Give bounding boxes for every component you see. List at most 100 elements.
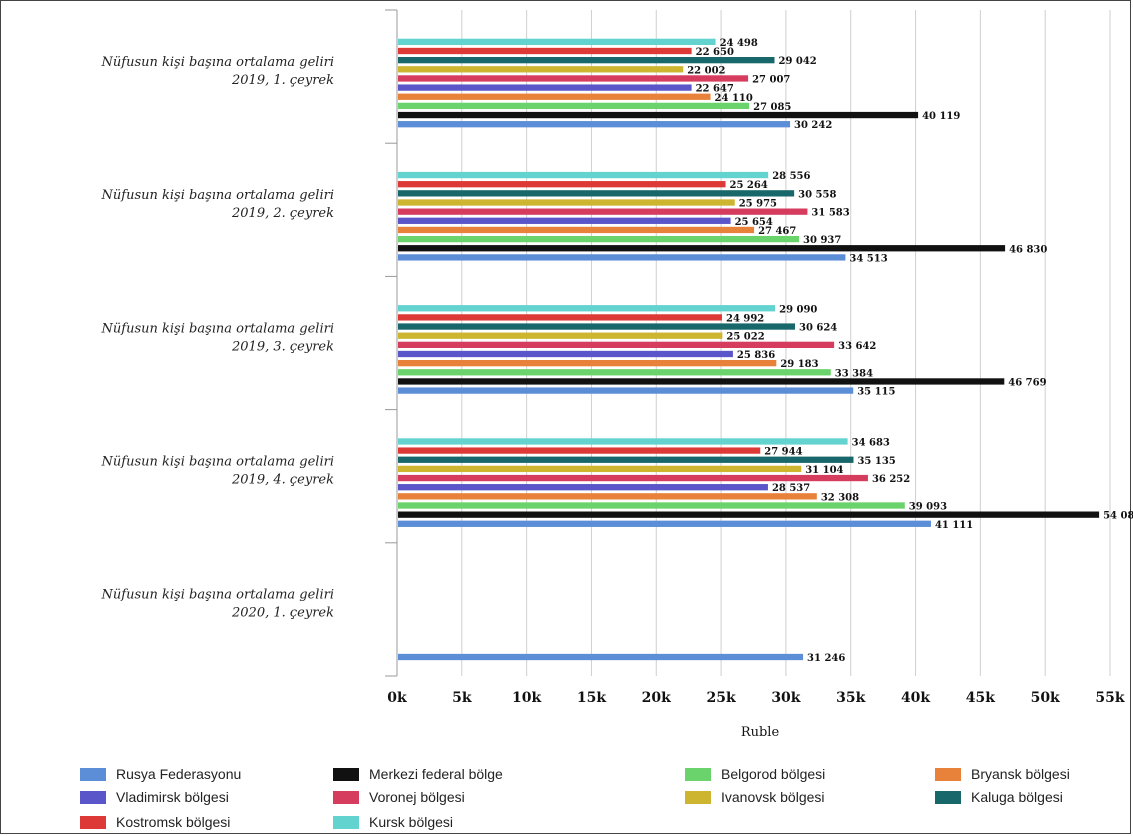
data-label: 54 082 — [1103, 511, 1133, 522]
bar-bryansk-b-lgesi — [398, 93, 711, 100]
data-label: 39 093 — [909, 502, 947, 513]
x-tick-label: 45k — [966, 690, 995, 706]
legend-label: Kostromsk bölgesi — [116, 814, 231, 830]
bar-kostromsk-b-lgesi — [398, 314, 722, 321]
bar-ivanovsk-b-lgesi — [398, 332, 723, 339]
data-label: 30 937 — [803, 235, 841, 246]
bar-bryansk-b-lgesi — [398, 360, 777, 367]
data-label: 30 624 — [799, 323, 837, 334]
legend-item: Belgorod bölgesi — [685, 766, 825, 782]
bar-rusya-federasyonu — [398, 653, 804, 661]
x-tick-label: 0k — [387, 690, 407, 706]
category-label-line2: 2019, 4. çeyrek — [231, 473, 334, 488]
bar-kursk-b-lgesi — [398, 38, 716, 45]
legend-item: Vladimirsk bölgesi — [80, 789, 229, 805]
data-label: 40 119 — [922, 111, 960, 122]
bar-kostromsk-b-lgesi — [398, 181, 726, 188]
bar-merkezi-federal-b-lge — [398, 111, 919, 119]
category-label-line1: Nüfusun kişi başına ortalama geliri — [101, 188, 334, 203]
bar-merkezi-federal-b-lge — [398, 378, 1005, 385]
bar-vladimirsk-b-lgesi — [398, 484, 768, 491]
legend-swatch — [333, 767, 359, 781]
legend-item: Ivanovsk bölgesi — [685, 789, 825, 805]
legend-label: Bryansk bölgesi — [971, 766, 1070, 782]
x-tick-label: 50k — [1031, 690, 1060, 706]
bar-voronej-b-lgesi — [398, 75, 749, 82]
legend-label: Rusya Federasyonu — [116, 766, 242, 782]
bar-rusya-federasyonu — [398, 387, 854, 394]
data-label: 36 252 — [872, 474, 910, 485]
legend-label: Kursk bölgesi — [369, 814, 454, 830]
category-label-line1: Nüfusun kişi başına ortalama geliri — [101, 321, 334, 336]
bar-kursk-b-lgesi — [398, 438, 848, 445]
category-label-line2: 2019, 3. çeyrek — [231, 339, 334, 354]
data-label: 35 135 — [857, 456, 895, 467]
legend-item: Merkezi federal bölge — [333, 766, 503, 782]
bar-voronej-b-lgesi — [398, 208, 808, 215]
data-label: 30 558 — [798, 189, 836, 200]
data-label: 24 498 — [720, 38, 758, 49]
x-tick-label: 25k — [706, 690, 735, 706]
data-label: 34 513 — [849, 253, 887, 264]
data-label: 41 111 — [935, 520, 973, 531]
data-label: 31 104 — [805, 465, 843, 476]
x-axis-title: Ruble — [741, 725, 780, 740]
bar-kaluga-b-lgesi — [398, 190, 795, 197]
legend-swatch — [685, 790, 711, 804]
x-tick-label: 55k — [1095, 690, 1124, 706]
bar-kostromsk-b-lgesi — [398, 47, 692, 55]
bar-kaluga-b-lgesi — [398, 323, 795, 330]
data-label: 31 583 — [811, 208, 849, 219]
legend-item: Kursk bölgesi — [333, 814, 453, 830]
x-tick-label: 30k — [771, 690, 800, 706]
legend-item: Kostromsk bölgesi — [80, 814, 230, 830]
legend-swatch — [80, 767, 106, 781]
bar-vladimirsk-b-lgesi — [398, 350, 733, 358]
legend-item: Rusya Federasyonu — [80, 766, 241, 782]
x-tick-label: 10k — [512, 690, 541, 706]
bar-kaluga-b-lgesi — [398, 456, 854, 463]
legend-item: Bryansk bölgesi — [935, 766, 1070, 782]
data-label: 29 183 — [780, 359, 818, 370]
bar-belgorod-b-lgesi — [398, 102, 750, 110]
legend-swatch — [935, 790, 961, 804]
legend-swatch — [80, 815, 106, 829]
bar-merkezi-federal-b-lge — [398, 511, 1100, 518]
category-label-line2: 2019, 1. çeyrek — [231, 73, 334, 88]
legend-swatch — [80, 790, 106, 804]
category-label-line2: 2019, 2. çeyrek — [231, 206, 334, 221]
data-label: 25 022 — [726, 332, 764, 343]
legend-swatch — [333, 790, 359, 804]
data-label: 28 556 — [772, 171, 810, 182]
legend-label: Voronej bölgesi — [369, 789, 465, 805]
data-label: 22 647 — [696, 84, 734, 95]
x-tick-label: 20k — [642, 690, 671, 706]
legend-label: Merkezi federal bölge — [369, 766, 503, 782]
bar-voronej-b-lgesi — [398, 474, 868, 482]
legend-label: Ivanovsk bölgesi — [721, 789, 825, 805]
category-label-line1: Nüfusun kişi başına ortalama geliri — [101, 455, 334, 470]
legend-swatch — [935, 767, 961, 781]
bar-kaluga-b-lgesi — [398, 57, 775, 64]
bar-belgorod-b-lgesi — [398, 235, 800, 243]
legend-item: Voronej bölgesi — [333, 789, 465, 805]
category-label-line1: Nüfusun kişi başına ortalama geliri — [101, 588, 334, 603]
data-label: 30 242 — [794, 120, 832, 131]
data-label: 27 085 — [753, 102, 791, 113]
bar-vladimirsk-b-lgesi — [398, 217, 731, 224]
data-label: 24 110 — [715, 93, 753, 104]
data-label: 27 467 — [758, 226, 796, 237]
x-tick-label: 5k — [452, 690, 472, 706]
bar-rusya-federasyonu — [398, 121, 791, 128]
data-label: 25 654 — [735, 217, 773, 228]
bar-rusya-federasyonu — [398, 254, 846, 261]
bar-merkezi-federal-b-lge — [398, 245, 1006, 252]
bar-belgorod-b-lgesi — [398, 502, 905, 509]
bar-kursk-b-lgesi — [398, 305, 776, 312]
legend-label: Kaluga bölgesi — [971, 789, 1063, 805]
legend-label: Vladimirsk bölgesi — [116, 789, 229, 805]
data-label: 28 537 — [772, 483, 810, 494]
data-label: 25 975 — [739, 199, 777, 210]
